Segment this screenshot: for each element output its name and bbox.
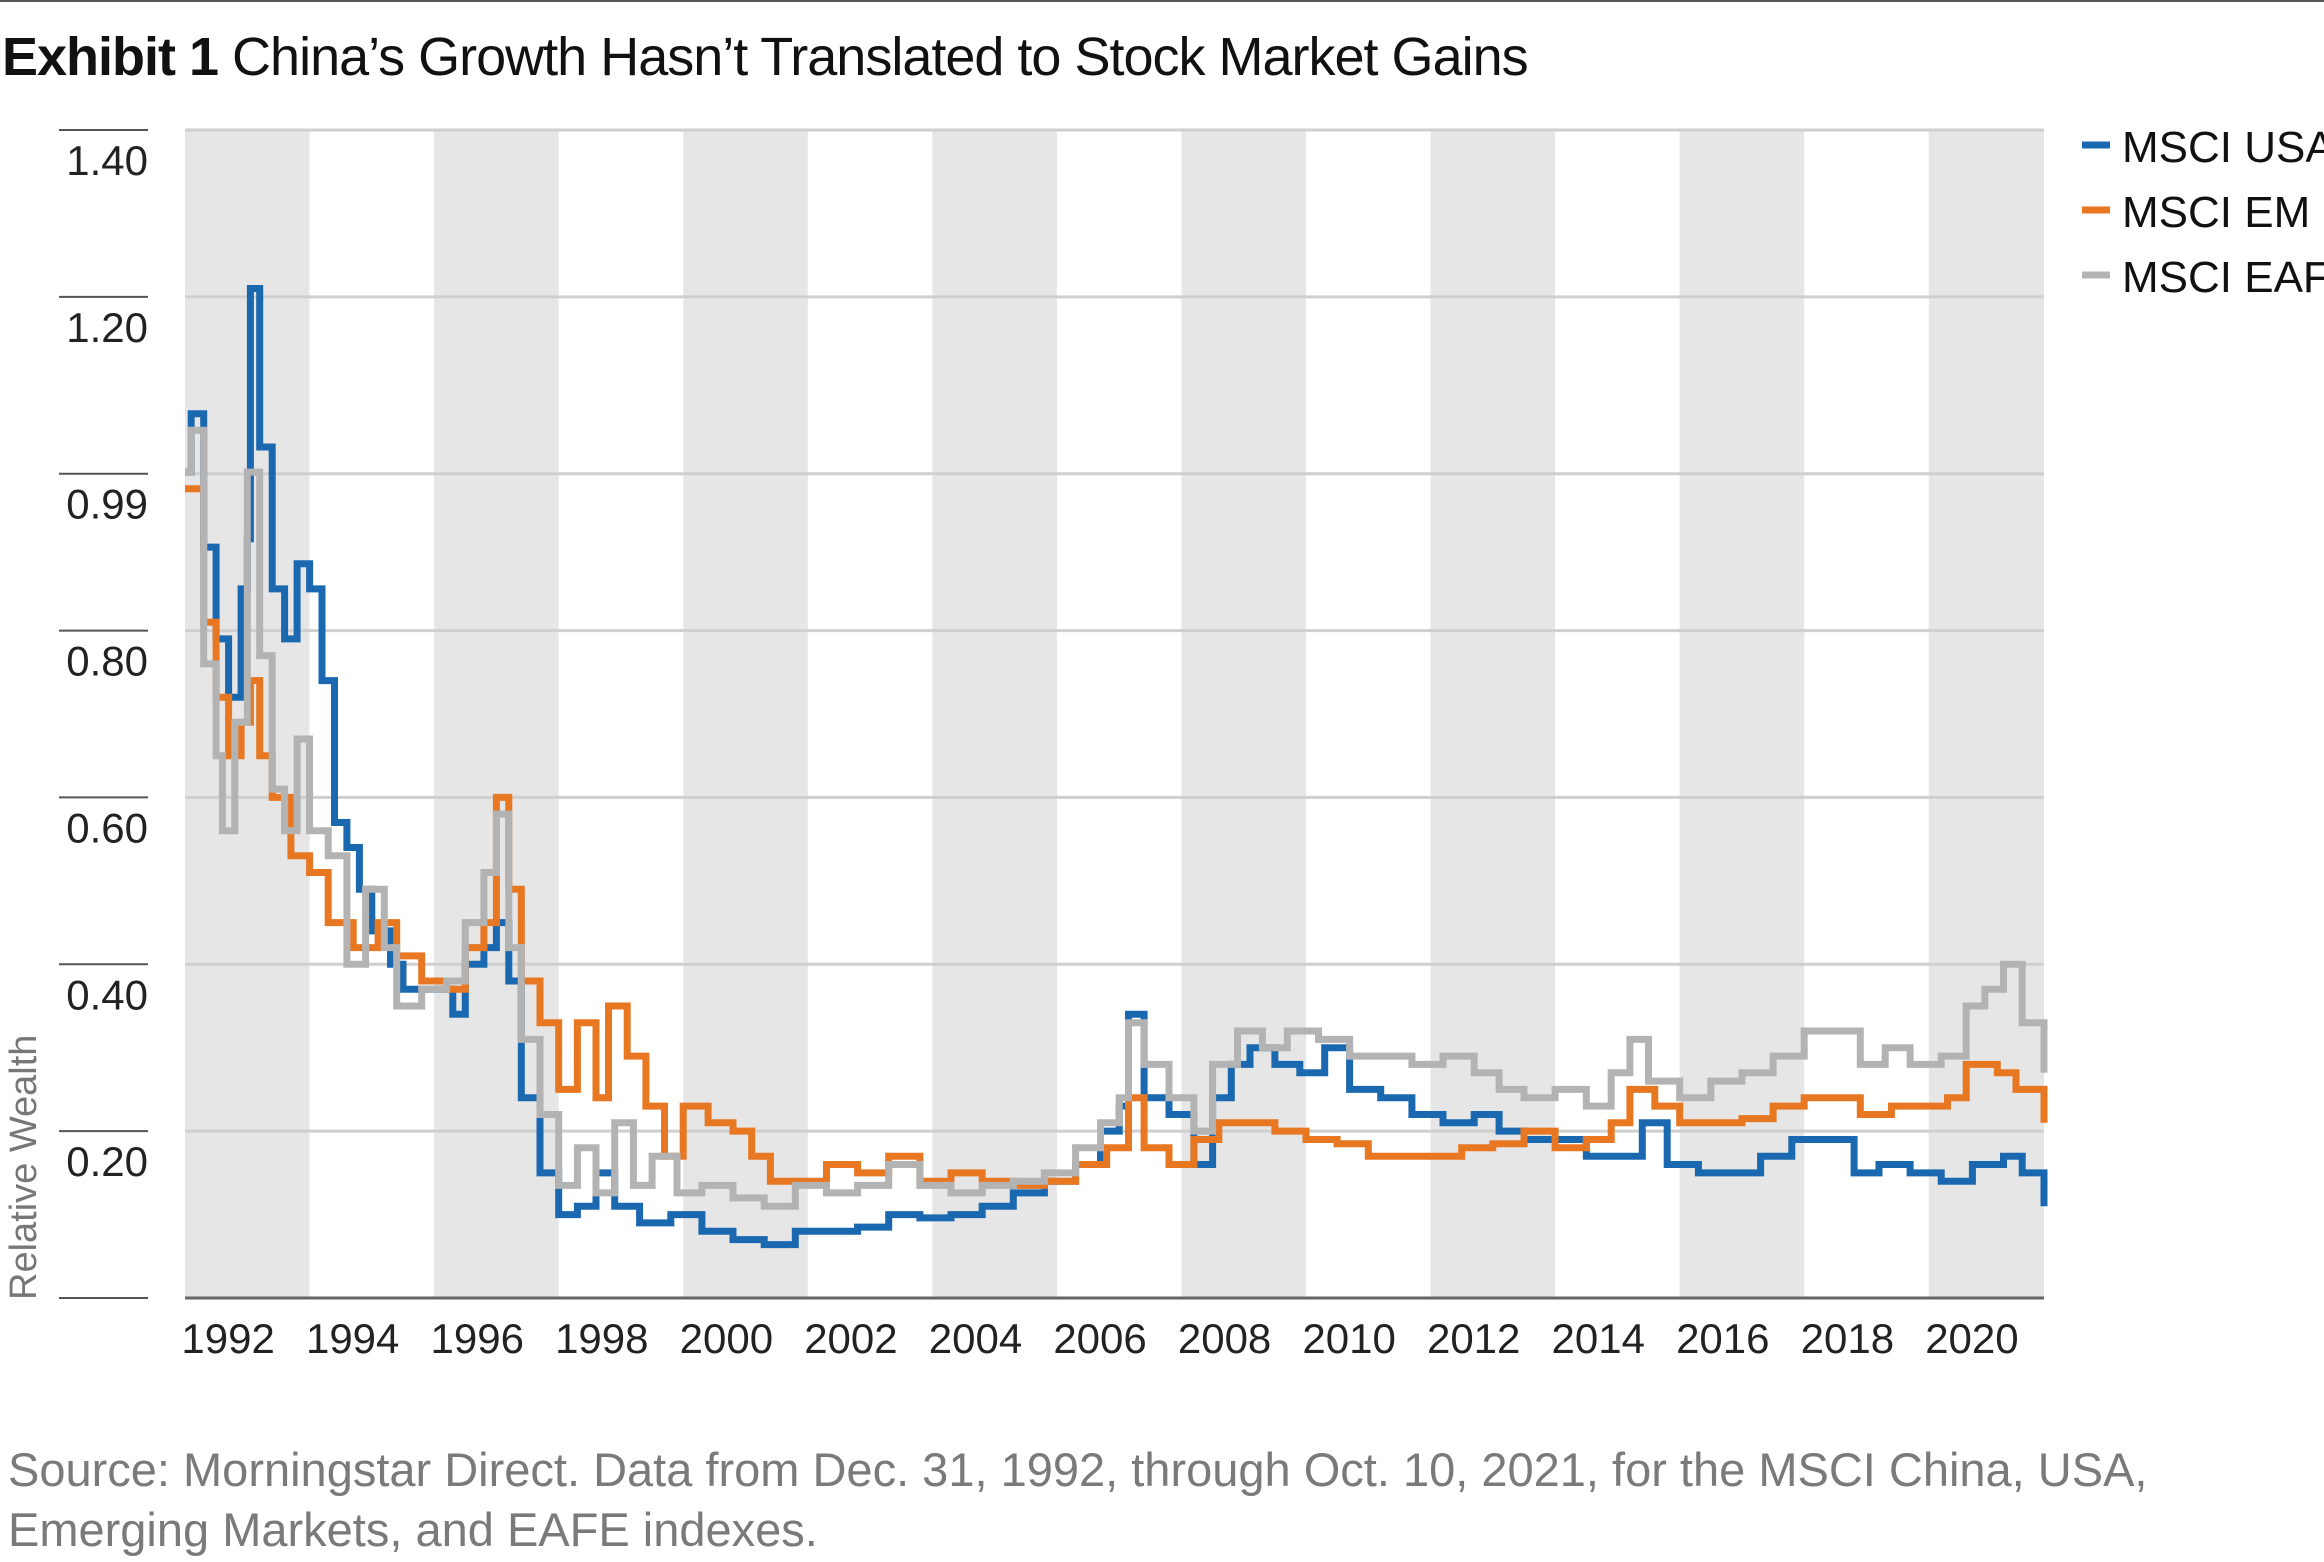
top-rule: [0, 0, 2324, 2]
x-tick-label: 2016: [1676, 1315, 1769, 1362]
legend-label: MSCI EM: [2122, 188, 2310, 237]
x-tick-label: 1998: [555, 1315, 648, 1362]
y-tick-label: 1.20: [66, 304, 148, 351]
y-tick-label: 1.40: [66, 137, 148, 184]
x-tick-label: 2008: [1178, 1315, 1271, 1362]
x-tick-label: 2014: [1552, 1315, 1645, 1362]
gridlines: [59, 128, 2044, 1299]
series-lines: [185, 285, 2048, 1249]
axes: 0.20 0.40 0.60 0.80 0.99 1.20 1.40 1992 1994 1996…: [66, 137, 2044, 1362]
shaded-band: [1181, 130, 1307, 1298]
title-text: China’s Growth Hasn’t Translated to Stoc…: [232, 27, 1529, 87]
x-tick-label: 1992: [181, 1315, 274, 1362]
x-tick-label: 1996: [431, 1315, 524, 1362]
y-tick-label: 0.60: [66, 804, 148, 851]
series-line-msci-usa: [185, 285, 2048, 1249]
y-tick-label: 0.99: [66, 481, 148, 528]
x-tick-label: 1994: [306, 1315, 399, 1362]
series-line-msci-eafe: [185, 426, 2048, 1210]
x-tick-label: 2006: [1053, 1315, 1146, 1362]
shaded-band: [932, 130, 1057, 1298]
y-tick-label: 0.20: [66, 1138, 148, 1185]
shaded-band: [1430, 130, 1556, 1298]
exhibit-label: Exhibit 1: [2, 27, 219, 87]
source-note: Source: Morningstar Direct. Data from De…: [8, 1443, 2148, 1556]
legend-label: MSCI EAFE: [2122, 253, 2324, 302]
x-tick-label: 2018: [1801, 1315, 1894, 1362]
legend: MSCI USA MSCI EM MSCI EAFE: [2082, 123, 2324, 302]
y-tick-label: 0.80: [66, 638, 148, 685]
x-tick-label: 2000: [680, 1315, 773, 1362]
line-chart: 0.20 0.40 0.60 0.80 0.99 1.20 1.40 1992 1994 1996…: [3, 123, 2324, 1362]
x-tick-label: 2020: [1925, 1315, 2018, 1362]
legend-label: MSCI USA: [2122, 123, 2324, 172]
x-tick-label: 2002: [804, 1315, 897, 1362]
x-tick-label: 2012: [1427, 1315, 1520, 1362]
x-tick-label: 2004: [929, 1315, 1022, 1362]
y-tick-label: 0.40: [66, 971, 148, 1018]
shaded-bands: [185, 130, 2044, 1298]
x-tick-label: 2010: [1302, 1315, 1395, 1362]
shaded-band: [683, 130, 808, 1298]
chart-title: Exhibit 1 China’s Growth Hasn’t Translate…: [2, 26, 1529, 88]
shaded-band: [1928, 130, 2044, 1298]
y-axis-label: Relative Wealth: [3, 1035, 45, 1300]
